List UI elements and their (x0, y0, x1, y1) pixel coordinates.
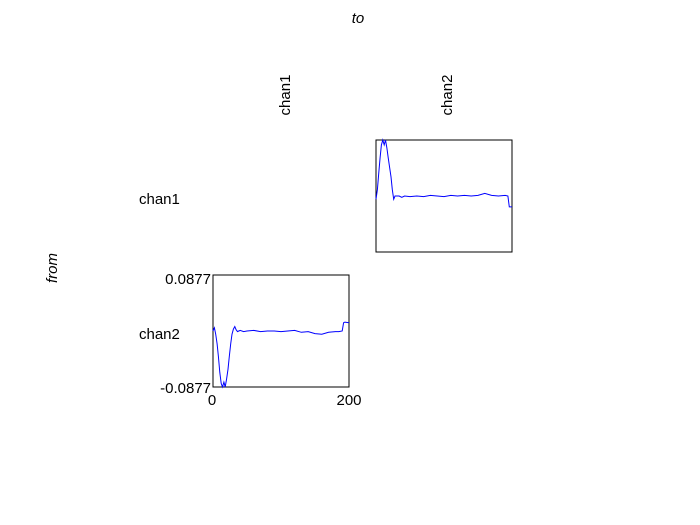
y-tick-label-min: -0.0877 (160, 380, 211, 397)
panel-chan1-to-chan2 (375, 138, 513, 253)
panel-frame (212, 274, 350, 388)
column-label-chan1: chan1 (277, 75, 294, 116)
x-tick-label-start: 0 (208, 392, 216, 409)
panel-chan2-to-chan1: 0.0877 -0.0877 0 200 (160, 271, 361, 409)
y-tick-label-max: 0.0877 (165, 271, 211, 288)
column-label-chan2: chan2 (439, 75, 456, 116)
from-axis-label: from (44, 253, 61, 283)
series-line (375, 138, 512, 208)
to-axis-label: to (352, 10, 365, 27)
series-line (212, 321, 350, 389)
x-tick-label-end: 200 (336, 392, 361, 409)
row-label-chan2: chan2 (139, 326, 180, 343)
row-label-chan1: chan1 (139, 191, 180, 208)
